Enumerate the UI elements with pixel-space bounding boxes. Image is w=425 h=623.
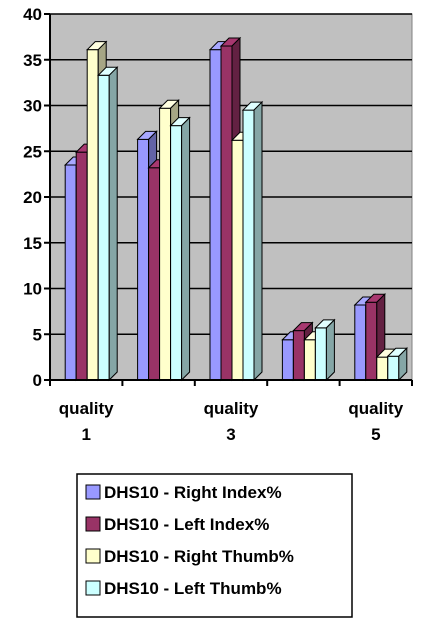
bar <box>386 347 409 382</box>
bar-side <box>325 318 335 382</box>
y-axis-ticks: 0 5 10 15 20 25 30 35 40 <box>23 5 50 390</box>
bars <box>63 36 409 382</box>
y-tick-label: 20 <box>23 188 42 207</box>
y-tick-label: 35 <box>23 51 42 70</box>
bar-front <box>292 330 305 381</box>
bar-front <box>220 45 233 381</box>
y-tick-label: 5 <box>33 325 42 344</box>
legend-label: DHS10 - Left Index% <box>104 515 269 534</box>
bar-front <box>354 304 367 381</box>
bar <box>169 116 191 382</box>
bar-front <box>159 107 172 381</box>
bar-front <box>97 74 110 381</box>
bar-side <box>398 347 408 382</box>
bar-side <box>108 66 118 382</box>
legend-swatch <box>85 516 101 532</box>
bar-front <box>314 327 327 381</box>
bar-front <box>137 138 150 381</box>
x-tick-label: 5 <box>371 425 380 444</box>
x-axis-ticks: quality 1 quality 3 quality 5 <box>49 380 413 444</box>
x-tick-label: 3 <box>226 425 235 444</box>
bar-side <box>181 116 191 382</box>
legend-label: DHS10 - Right Index% <box>104 483 282 502</box>
bar-front <box>387 355 400 381</box>
bar-front <box>365 301 378 381</box>
y-tick-label: 40 <box>23 5 42 24</box>
bar-front <box>148 167 161 381</box>
legend-swatch <box>85 580 101 596</box>
x-tick-label: quality <box>348 399 403 418</box>
bar-front <box>242 109 255 381</box>
legend-label: DHS10 - Right Thumb% <box>104 547 294 566</box>
bar-front <box>303 339 316 381</box>
bar-front <box>209 49 222 381</box>
legend-swatch <box>85 484 101 500</box>
legend-box <box>76 473 353 618</box>
bar-front <box>281 339 294 381</box>
legend-label: DHS10 - Left Thumb% <box>104 579 282 598</box>
y-tick-label: 15 <box>23 234 42 253</box>
bar-front <box>376 356 389 381</box>
bar-front <box>170 125 183 381</box>
legend: DHS10 - Right Index% DHS10 - Left Index% D… <box>76 473 353 618</box>
bar-side <box>253 100 263 382</box>
bar-front <box>75 151 88 381</box>
bar-front <box>64 164 77 381</box>
y-tick-label: 0 <box>33 371 42 390</box>
bar <box>314 318 336 382</box>
x-tick-label: quality <box>204 399 259 418</box>
bar-front <box>86 49 99 381</box>
y-tick-label: 10 <box>23 280 42 299</box>
bar <box>96 66 119 382</box>
x-tick-label: 1 <box>81 425 90 444</box>
y-tick-label: 25 <box>23 142 42 161</box>
bar <box>241 100 264 382</box>
bar-front <box>231 139 244 381</box>
x-tick-label: quality <box>59 399 114 418</box>
y-tick-label: 30 <box>23 97 42 116</box>
legend-swatch <box>85 548 101 564</box>
